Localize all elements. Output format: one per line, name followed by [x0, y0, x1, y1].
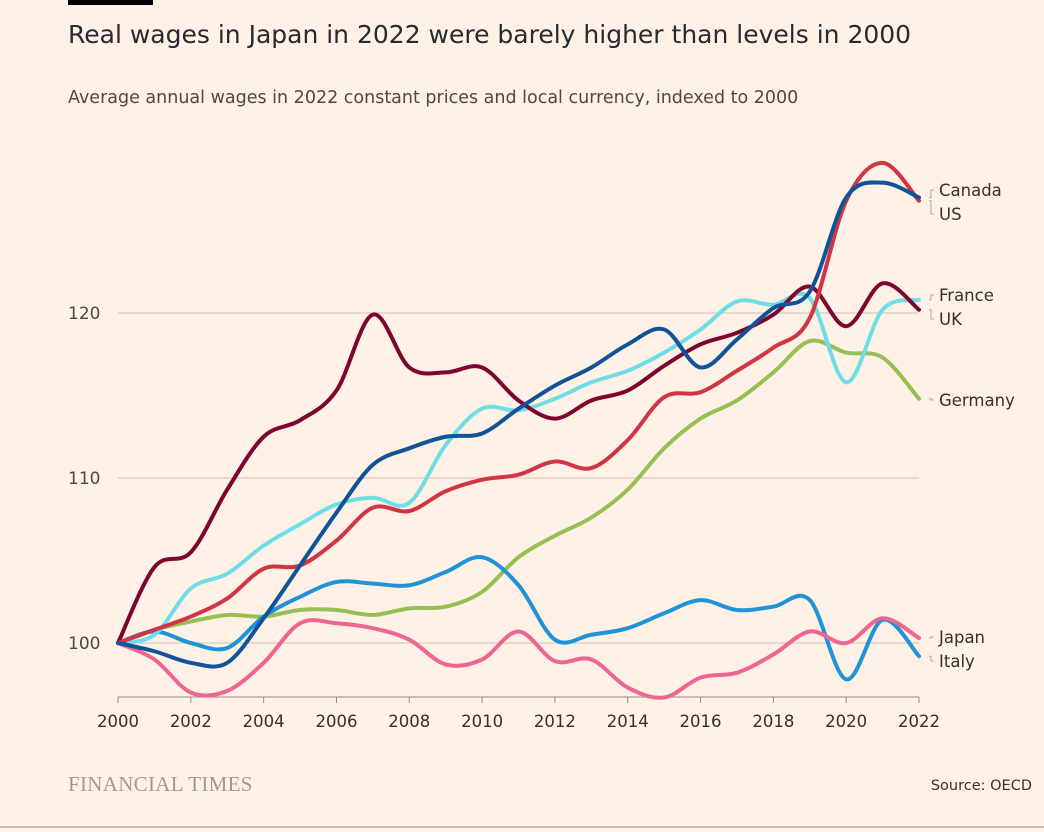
chart-subtitle: Average annual wages in 2022 constant pr…: [68, 88, 799, 108]
label-connector: [929, 398, 934, 401]
x-tick-label: 2010: [461, 712, 503, 731]
series-line-france: [116, 291, 921, 645]
series-line-us: [116, 160, 921, 645]
x-tick-label: 2022: [898, 712, 940, 731]
x-tick-label: 2008: [388, 712, 430, 731]
label-connector: [929, 189, 934, 198]
x-tick-label: 2014: [607, 712, 649, 731]
series-line-canada: [116, 180, 921, 669]
series-label-canada: Canada: [939, 181, 1002, 200]
series-label-germany: Germany: [939, 391, 1015, 410]
series-line-germany: [116, 338, 921, 645]
source-note: Source: OECD: [930, 778, 1032, 794]
label-connector: [929, 636, 934, 639]
brand-top-bar: [68, 0, 153, 5]
series-label-japan: Japan: [938, 628, 985, 647]
x-tick-label: 2018: [752, 712, 794, 731]
x-tick-label: 2000: [97, 712, 139, 731]
x-tick-label: 2012: [534, 712, 576, 731]
series-line-japan: [116, 616, 921, 700]
label-connector: [929, 309, 934, 320]
bottom-divider: [0, 826, 1044, 828]
y-tick-label: 110: [68, 469, 100, 489]
x-tick-label: 2016: [680, 712, 722, 731]
label-connector: [929, 655, 934, 662]
label-connector: [929, 200, 934, 215]
series-label-italy: Italy: [939, 652, 975, 671]
y-tick-label: 100: [68, 634, 100, 654]
x-tick-label: 2006: [315, 712, 357, 731]
series-label-uk: UK: [939, 310, 963, 329]
series-label-us: US: [939, 205, 962, 224]
chart-title: Real wages in Japan in 2022 were barely …: [68, 20, 912, 49]
x-tick-label: 2004: [243, 712, 285, 731]
ft-logo: FINANCIAL TIMES: [68, 772, 253, 796]
x-tick-label: 2020: [825, 712, 867, 731]
y-tick-label: 120: [68, 304, 100, 324]
label-connector: [929, 294, 934, 301]
series-line-italy: [116, 555, 921, 682]
x-tick-label: 2002: [170, 712, 212, 731]
series-label-france: France: [939, 286, 994, 305]
